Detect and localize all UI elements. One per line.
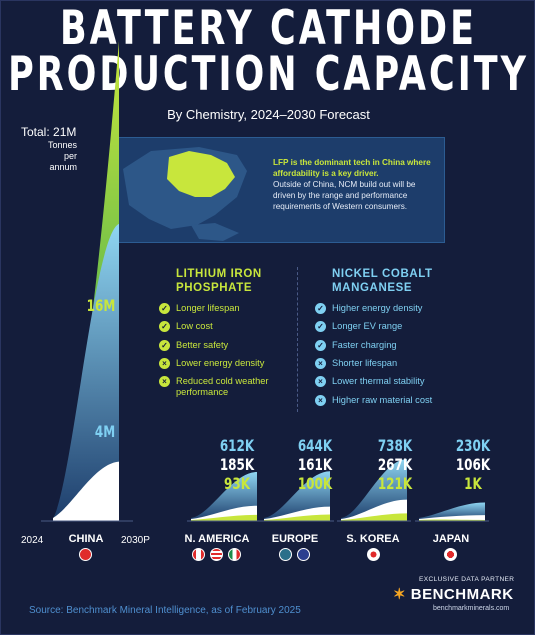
ncm-item-label: Faster charging	[332, 339, 397, 350]
n-america-lfp-label: 93K	[224, 474, 250, 494]
lfp-item: ✓ Better safety	[159, 339, 277, 351]
lfp-item: ✓ Longer lifespan	[159, 303, 277, 314]
ncm-item-label: Lower thermal stability	[332, 376, 425, 387]
japan-ncm-label: 230K	[455, 436, 491, 456]
s-korea-lfp-area	[341, 513, 407, 521]
japan-flag	[444, 548, 457, 561]
ncm-item-label: Higher energy density	[332, 303, 423, 313]
europe-lfp-area	[264, 514, 330, 521]
china-other-label: 1M	[94, 496, 116, 516]
x-icon: ×	[159, 357, 170, 369]
uk-flag	[297, 548, 310, 561]
china-other-area	[53, 461, 119, 521]
ncm-item: ✓ Higher energy density	[315, 303, 433, 314]
japan-other-label: 106K	[455, 455, 491, 475]
n-america-label: N. AMERICA	[184, 533, 250, 545]
lfp-item-label: Low cost	[176, 321, 213, 332]
lfp-item: × Lower energy density	[159, 357, 277, 369]
check-icon: ✓	[315, 339, 326, 351]
ncm-item: ✓ Faster charging	[315, 339, 433, 351]
ncm-item: × Shorter lifespan	[315, 357, 433, 369]
column-divider	[297, 267, 298, 412]
lfp-heading: LITHIUM IRON PHOSPHATE	[176, 268, 262, 294]
lfp-item-label: Longer lifespan	[176, 303, 240, 313]
ncm-item: ✓ Longer EV range	[315, 321, 433, 333]
ncm-item: × Higher raw material cost	[315, 394, 433, 406]
ncm-heading: NICKEL COBALT MANGANESE	[332, 268, 433, 294]
ncm-item-label: Higher raw material cost	[332, 394, 433, 405]
x-icon: ×	[159, 376, 170, 388]
info-text: LFP is the dominant tech in China where …	[273, 157, 439, 212]
japan-other-area	[419, 515, 485, 521]
japan-label: JAPAN	[432, 533, 470, 545]
japan-lfp-label: 1K	[464, 474, 482, 494]
china-flag	[79, 548, 92, 561]
south-korea-flag	[367, 548, 380, 561]
benchmark-logo-icon: ✶	[393, 586, 407, 603]
lfp-item-label: Reduced cold weather performance	[176, 376, 269, 398]
subtitle: By Chemistry, 2024–2030 Forecast	[167, 107, 370, 122]
check-icon: ✓	[315, 303, 326, 314]
brand-name: BENCHMARK	[410, 586, 514, 603]
lfp-item: × Reduced cold weather performance	[159, 376, 277, 398]
lfp-item-label: Lower energy density	[176, 357, 265, 368]
benchmark-logo: ✶ BENCHMARK	[393, 585, 514, 603]
australia-map-shape	[191, 223, 239, 241]
china-ncm-label: 4M	[94, 422, 116, 442]
check-icon: ✓	[315, 321, 326, 333]
year-end: 2030P	[121, 535, 150, 546]
source-note: Source: Benchmark Mineral Intelligence, …	[29, 605, 301, 616]
title-line-1: BATTERY CATHODE	[59, 2, 477, 56]
canada-flag	[192, 548, 205, 561]
lfp-item-label: Better safety	[176, 339, 229, 350]
china-lfp-label: 16M	[86, 296, 116, 316]
total-label: Total: 21M	[21, 125, 77, 139]
china-ncm-area	[53, 223, 119, 521]
n-america-other-label: 185K	[219, 455, 255, 475]
ncm-item-label: Shorter lifespan	[332, 357, 398, 368]
europe-lfp-label: 100K	[297, 474, 333, 494]
china-label: CHINA	[68, 533, 104, 545]
check-icon: ✓	[159, 321, 170, 333]
ncm-item: × Lower thermal stability	[315, 376, 433, 388]
europe-ncm-label: 644K	[297, 436, 333, 456]
check-icon: ✓	[159, 339, 170, 351]
x-icon: ×	[315, 357, 326, 369]
eu-flag	[279, 548, 292, 561]
total-unit: Tonnes per annum	[47, 140, 77, 172]
x-icon: ×	[315, 376, 326, 388]
s-korea-ncm-label: 738K	[377, 436, 413, 456]
lfp-item: ✓ Low cost	[159, 321, 277, 333]
europe-label: EUROPE	[271, 533, 319, 545]
x-icon: ×	[315, 394, 326, 406]
s-korea-lfp-label: 121K	[377, 474, 413, 494]
partner-label: EXCLUSIVE DATA PARTNER	[419, 576, 515, 583]
n-america-lfp-area	[191, 514, 257, 521]
info-body: Outside of China, NCM build out will be …	[273, 180, 416, 211]
usa-flag	[210, 548, 223, 561]
china-map-shape	[167, 151, 235, 197]
brand-url: benchmarkminerals.com	[433, 605, 510, 612]
check-icon: ✓	[159, 303, 170, 314]
s-korea-other-label: 267K	[377, 455, 413, 475]
n-america-ncm-label: 612K	[219, 436, 255, 456]
year-start: 2024	[21, 535, 44, 546]
title-line-2: PRODUCTION CAPACITY	[8, 48, 529, 102]
europe-other-label: 161K	[297, 455, 333, 475]
mexico-flag	[228, 548, 241, 561]
ncm-item-label: Longer EV range	[332, 321, 403, 332]
info-highlight: LFP is the dominant tech in China where …	[273, 158, 431, 178]
s-korea-label: S. KOREA	[346, 533, 400, 545]
